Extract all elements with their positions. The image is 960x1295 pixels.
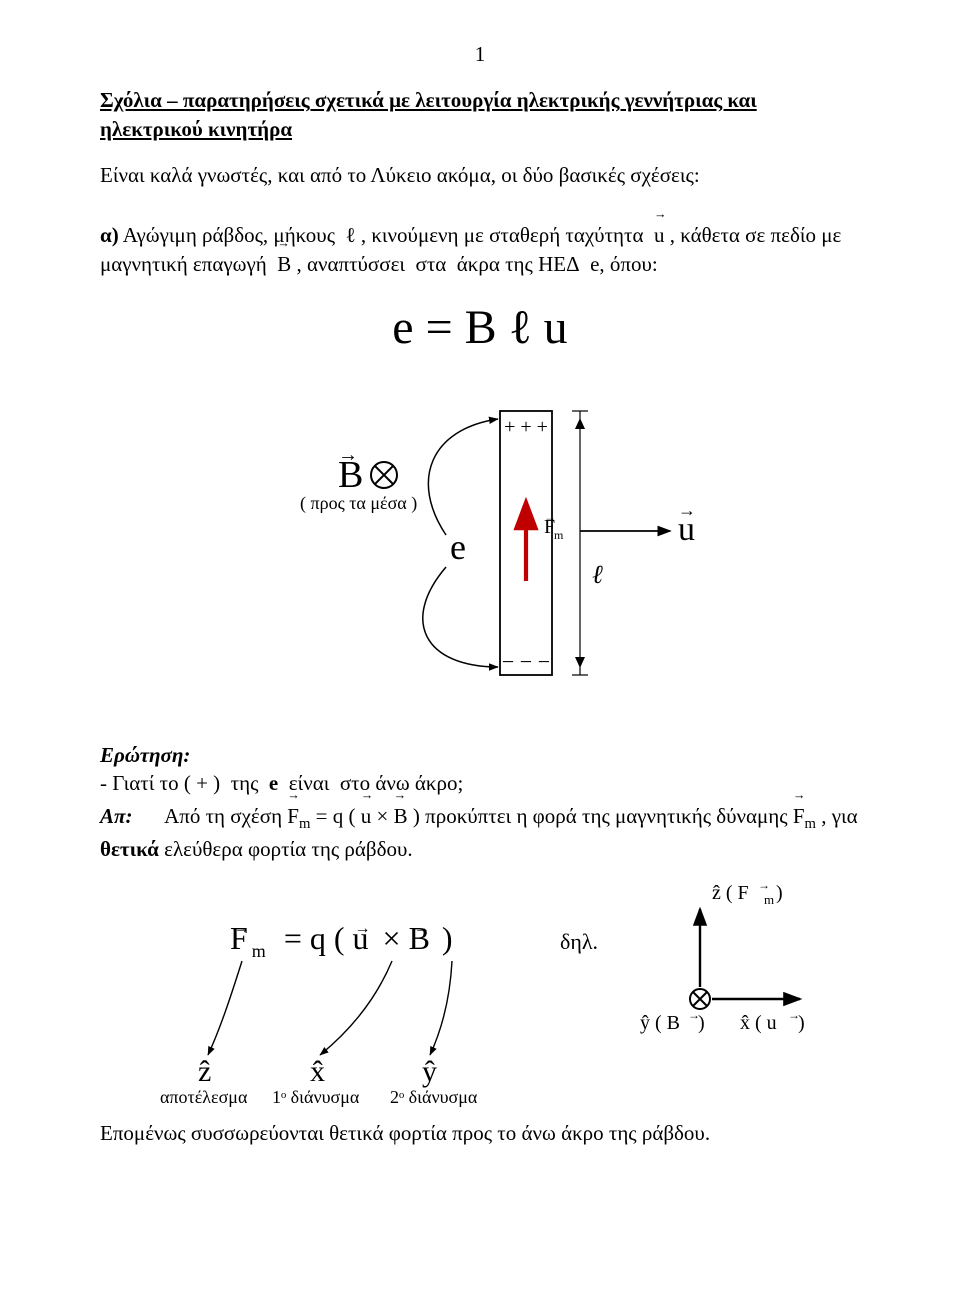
- intro-paragraph: Είναι καλά γνωστές, και από το Λύκειο ακ…: [100, 161, 860, 189]
- answer-fm-tail: Fm: [793, 804, 816, 828]
- main-equation: e = B ℓ u: [100, 296, 860, 361]
- arc-to-top: [428, 419, 498, 535]
- figure-1: + + + − − − F → m ℓ u → B →: [100, 391, 860, 711]
- page: 1 Σχόλια – παρατηρήσεις σχετικά με λειτο…: [0, 0, 960, 1295]
- fm-vec: F: [287, 802, 299, 830]
- fig2-eq: F→m = q ( u→ × B→ ): [230, 920, 453, 964]
- answer-mid: προκύπτει η φορά της μαγνητικής δύναμης: [425, 804, 793, 828]
- axis-z-label: ẑ ( F: [712, 882, 749, 904]
- u-vector-inline: u: [654, 221, 665, 249]
- u-vec: u: [361, 802, 372, 830]
- axis-z-sub: m: [764, 892, 774, 907]
- figure-2: F→m = q ( u→ × B→ ) δηλ. ẑ x̂ ŷ αποτέλεσ…: [100, 869, 860, 1109]
- label-d2: 2ᵒ διάνυσμα: [390, 1087, 478, 1107]
- axis-z-close: ): [776, 882, 783, 904]
- b-vec-glyph: →: [338, 444, 358, 466]
- arc-to-bottom: [423, 567, 498, 667]
- question-block: Ερώτηση: - Γιατί το ( + ) της e είναι στ…: [100, 741, 860, 798]
- label-d1: 1ᵒ διάνυσμα: [272, 1087, 360, 1107]
- plus-row: + + +: [504, 416, 548, 438]
- arc-b-to-y: [430, 961, 452, 1055]
- answer-tail: , για: [821, 804, 857, 828]
- axis-y-close: ): [698, 1012, 705, 1034]
- answer-block: Απ: Από τη σχέση Fm = q ( u × B ) προκύπ…: [100, 802, 860, 863]
- last-line: Επομένως συσσωρεύονται θετικά φορτία προ…: [100, 1119, 860, 1147]
- answer-eq: Fm = q ( u × B ): [287, 804, 425, 828]
- fm-sub: m: [554, 528, 564, 542]
- arc-fm-to-z: [208, 961, 242, 1055]
- title-block: Σχόλια – παρατηρήσεις σχετικά με λειτουρ…: [100, 86, 860, 143]
- axes-group: ẑ ( F → m ) ŷ ( B → ) x̂ ( u → ): [640, 878, 805, 1034]
- axis-z-vec: →: [758, 878, 770, 892]
- answer-pre: Από τη σχέση: [164, 804, 287, 828]
- b-vector-inline: B: [277, 250, 291, 278]
- axis-x-close: ): [798, 1012, 805, 1034]
- x-hat: x̂: [310, 1055, 325, 1088]
- b-vec: B: [394, 802, 408, 830]
- figure-1-svg: + + + − − − F → m ℓ u → B →: [200, 391, 760, 711]
- answer-line2: θετικά ελεύθερα φορτία της ράβδου.: [100, 837, 413, 861]
- alpha-label: α): [100, 223, 119, 247]
- label-result: αποτέλεσμα: [160, 1087, 248, 1107]
- e-label: e: [450, 527, 466, 567]
- figure-2-svg: F→m = q ( u→ × B→ ) δηλ. ẑ x̂ ŷ αποτέλεσ…: [100, 869, 860, 1109]
- b-sublabel: ( προς τα μέσα ): [300, 493, 417, 514]
- question-text: - Γιατί το ( + ) της e είναι στο άνω άκρ…: [100, 771, 463, 795]
- title: Σχόλια – παρατηρήσεις σχετικά με λειτουρ…: [100, 88, 757, 140]
- fm-vec2: F: [793, 802, 805, 830]
- u-vec-glyph: →: [678, 500, 696, 520]
- item-a-text: α) Αγώγιμη ράβδος, μήκους ℓ , κινούμενη …: [100, 221, 860, 278]
- question-head: Ερώτηση:: [100, 743, 190, 767]
- ell-label: ℓ: [592, 560, 603, 589]
- y-hat: ŷ: [422, 1055, 437, 1088]
- fm-vec-arrow-glyph: →: [544, 510, 556, 524]
- dim-ah-top: [575, 418, 585, 429]
- z-hat: ẑ: [198, 1055, 211, 1088]
- arc-u-to-x: [320, 961, 392, 1055]
- minus-row: − − −: [502, 649, 550, 674]
- axis-x-label: x̂ ( u: [740, 1012, 777, 1034]
- axis-y-label: ŷ ( B: [640, 1012, 680, 1034]
- fig2-delta: δηλ.: [560, 929, 598, 954]
- dim-ah-bot: [575, 657, 585, 668]
- answer-head: Απ:: [100, 802, 160, 830]
- page-number: 1: [100, 40, 860, 68]
